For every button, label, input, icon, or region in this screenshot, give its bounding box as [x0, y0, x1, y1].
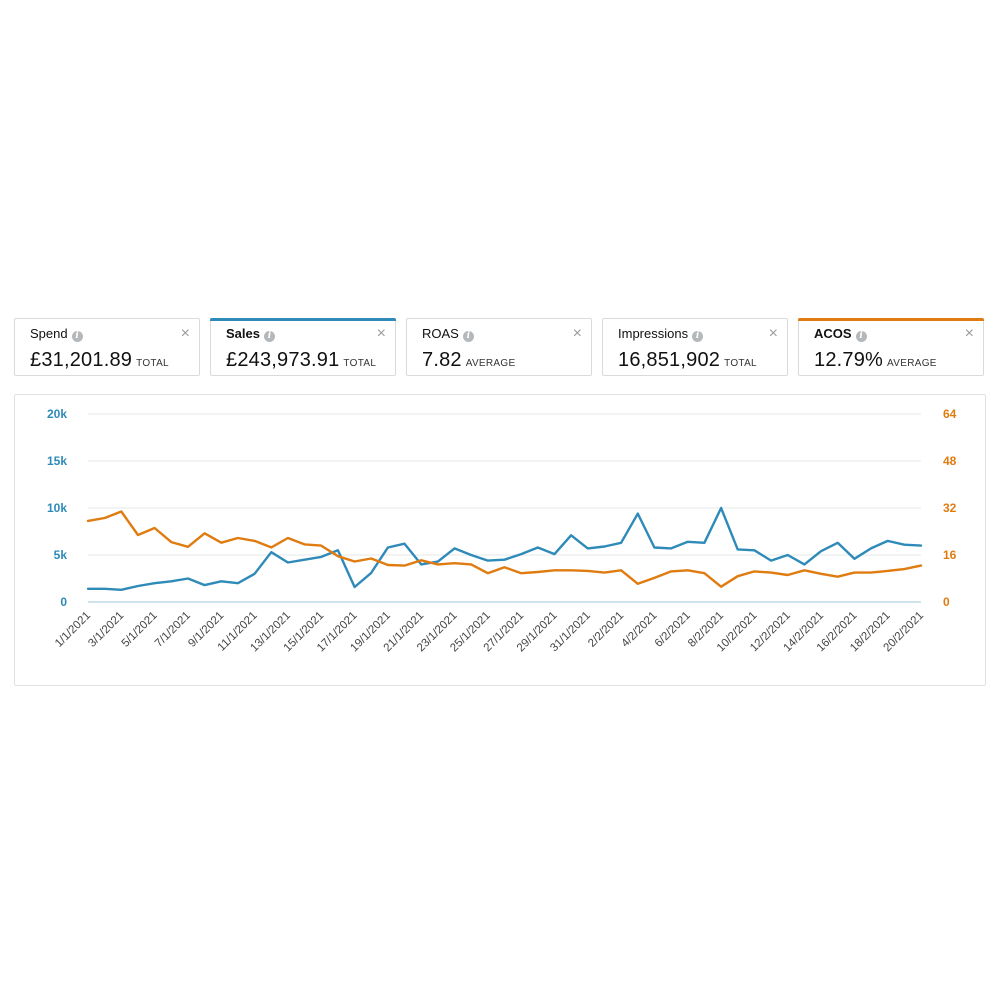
info-icon[interactable]: i: [71, 331, 83, 342]
metric-name-label: Sales: [226, 326, 260, 341]
metric-card-spend[interactable]: Spend i × £31,201.89 TOTAL: [14, 318, 200, 376]
metric-aggregate: AVERAGE: [465, 358, 516, 369]
metric-aggregate: AVERAGE: [887, 358, 937, 369]
line-chart: 0 5k 10k 15k 20k 0 16 32 48 64 1/1/20213/1/20215/1…: [47, 407, 957, 654]
metric-value: 7.82: [422, 349, 462, 371]
y-right-tick-label: 16: [943, 548, 957, 562]
metric-aggregate: TOTAL: [136, 358, 169, 369]
x-tick-label: 4/2/2021: [619, 610, 659, 650]
metric-value-row: 12.79% AVERAGE: [814, 349, 937, 372]
info-icon[interactable]: i: [263, 331, 275, 342]
metric-aggregate: TOTAL: [343, 358, 377, 369]
y-left-tick-label: 15k: [47, 454, 67, 468]
metric-name: Spend i: [30, 326, 83, 342]
y-right-tick-label: 32: [943, 501, 957, 515]
metric-name-label: Spend: [30, 326, 68, 341]
metric-value: £31,201.89: [30, 349, 133, 371]
y-left-tick-label: 10k: [47, 501, 67, 515]
close-icon[interactable]: ×: [768, 325, 778, 342]
metric-card-acos[interactable]: ACOS i × 12.79% AVERAGE: [798, 318, 984, 376]
metric-value-row: 7.82 AVERAGE: [422, 349, 515, 372]
metric-cards: Spend i × £31,201.89 TOTAL Sales i × £243,973.91…: [14, 318, 986, 378]
x-tick-label: 1/1/2021: [53, 610, 93, 650]
metric-aggregate: TOTAL: [724, 358, 757, 369]
metric-name-label: ROAS: [422, 326, 459, 341]
x-tick-label: 5/1/2021: [120, 610, 160, 650]
metric-name-label: ACOS: [814, 326, 852, 341]
x-tick-label: 3/1/2021: [86, 610, 126, 650]
x-tick-label: 2/2/2021: [586, 610, 626, 650]
metric-value-row: £243,973.91 TOTAL: [226, 349, 376, 372]
close-icon[interactable]: ×: [964, 325, 974, 342]
close-icon[interactable]: ×: [180, 325, 190, 342]
close-icon[interactable]: ×: [376, 325, 386, 342]
y-right-tick-label: 64: [943, 407, 957, 421]
info-icon[interactable]: i: [855, 331, 867, 342]
series-line-sales: [86, 506, 923, 592]
metric-name: ROAS i: [422, 326, 474, 342]
y-left-tick-label: 20k: [47, 407, 67, 421]
metric-value-row: £31,201.89 TOTAL: [30, 349, 169, 372]
metric-value: 16,851,902: [618, 349, 721, 371]
metric-card-accent: [210, 318, 396, 321]
series-line-acos: [86, 510, 923, 588]
metric-card-accent: [798, 318, 984, 321]
metric-card-roas[interactable]: ROAS i × 7.82 AVERAGE: [406, 318, 592, 376]
x-tick-label: 6/2/2021: [653, 610, 693, 650]
metric-name: Impressions i: [618, 326, 704, 342]
metric-name-label: Impressions: [618, 326, 689, 341]
y-left-tick-label: 5k: [54, 548, 68, 562]
metric-value-row: 16,851,902 TOTAL: [618, 349, 757, 372]
metric-card-sales[interactable]: Sales i × £243,973.91 TOTAL: [210, 318, 396, 376]
close-icon[interactable]: ×: [572, 325, 582, 342]
chart-panel: 0 5k 10k 15k 20k 0 16 32 48 64 1/1/2021 3/1/2021 5/1…: [14, 394, 986, 686]
y-left-tick-label: 0: [60, 595, 67, 609]
metric-name: Sales i: [226, 326, 275, 342]
y-right-tick-label: 48: [943, 454, 957, 468]
metric-name: ACOS i: [814, 326, 867, 342]
info-icon[interactable]: i: [692, 331, 704, 342]
metric-value: £243,973.91: [226, 349, 340, 371]
y-right-tick-label: 0: [943, 595, 950, 609]
info-icon[interactable]: i: [462, 331, 474, 342]
x-tick-label: 7/1/2021: [153, 610, 193, 650]
metric-value: 12.79%: [814, 349, 884, 371]
metric-card-impressions[interactable]: Impressions i × 16,851,902 TOTAL: [602, 318, 788, 376]
